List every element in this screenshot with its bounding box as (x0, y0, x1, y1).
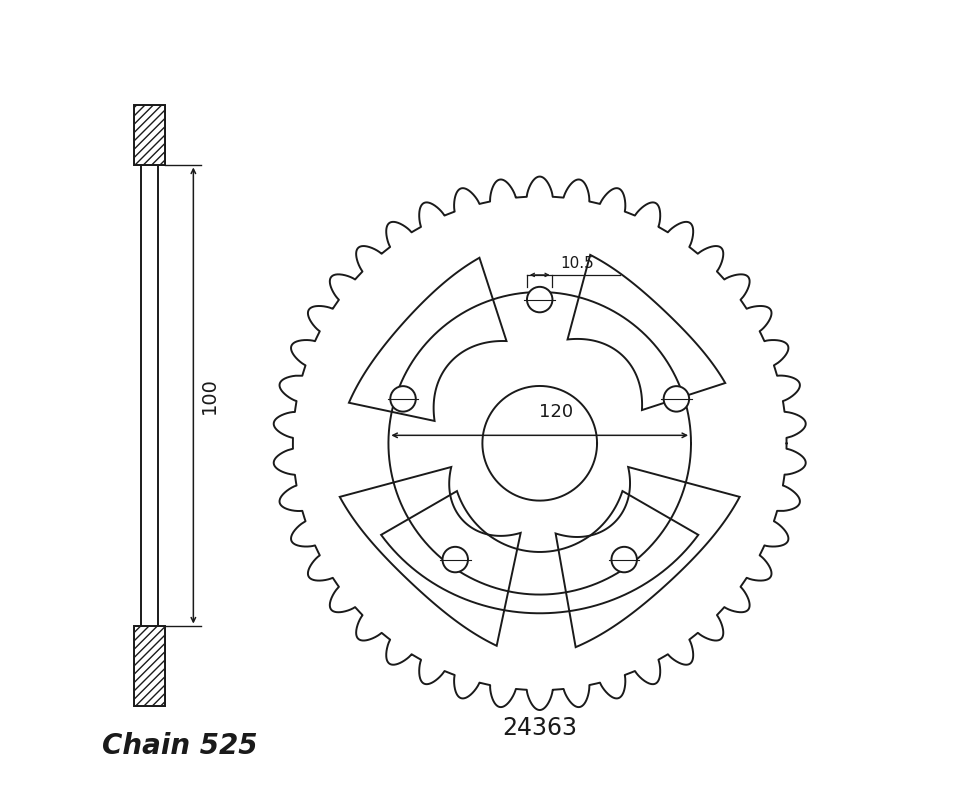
Text: 10.5: 10.5 (561, 256, 594, 271)
Bar (133, 626, 165, 706)
Text: Chain 525: Chain 525 (102, 732, 257, 760)
Text: 24363: 24363 (502, 716, 577, 740)
Circle shape (612, 547, 636, 572)
Circle shape (663, 386, 689, 411)
Text: 100: 100 (200, 377, 219, 414)
Bar (133, 105, 165, 165)
Circle shape (527, 287, 552, 312)
Circle shape (443, 547, 468, 572)
Text: 120: 120 (539, 403, 573, 421)
Bar (133, 105, 165, 165)
Bar (133, 626, 165, 706)
Circle shape (391, 386, 416, 411)
